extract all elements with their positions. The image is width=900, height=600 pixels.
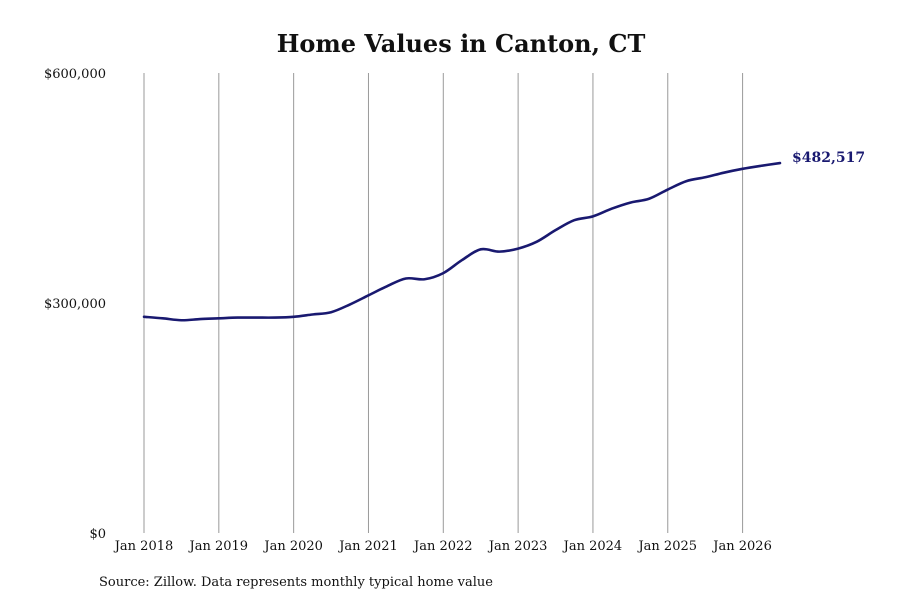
y-tick-label: $0 [89, 527, 106, 542]
x-tick-label: Jan 2022 [412, 539, 473, 554]
x-tick-label: Jan 2019 [188, 539, 249, 554]
chart-title: Home Values in Canton, CT [277, 29, 646, 58]
y-tick-label: $600,000 [44, 67, 106, 82]
x-axis-tick-labels: Jan 2018 Jan 2019 Jan 2020 Jan 2021 Jan 2022… [113, 539, 772, 554]
x-tick-label: Jan 2018 [113, 539, 174, 554]
grid-lines [143, 73, 744, 533]
x-tick-label: Jan 2020 [262, 539, 323, 554]
x-tick-label: Jan 2025 [636, 539, 697, 554]
x-tick-label: Jan 2021 [337, 539, 398, 554]
y-axis-tick-labels: $0 $300,000 $600,000 [44, 67, 106, 542]
series-layer [142, 161, 782, 322]
home-value-line [142, 161, 782, 322]
end-value-label: $482,517 [792, 150, 865, 166]
x-tick-label: Jan 2024 [562, 539, 623, 554]
x-tick-label: Jan 2026 [711, 539, 772, 554]
x-tick-label: Jan 2023 [487, 539, 548, 554]
y-tick-label: $300,000 [44, 297, 106, 312]
source-note: Source: Zillow. Data represents monthly … [99, 575, 493, 590]
